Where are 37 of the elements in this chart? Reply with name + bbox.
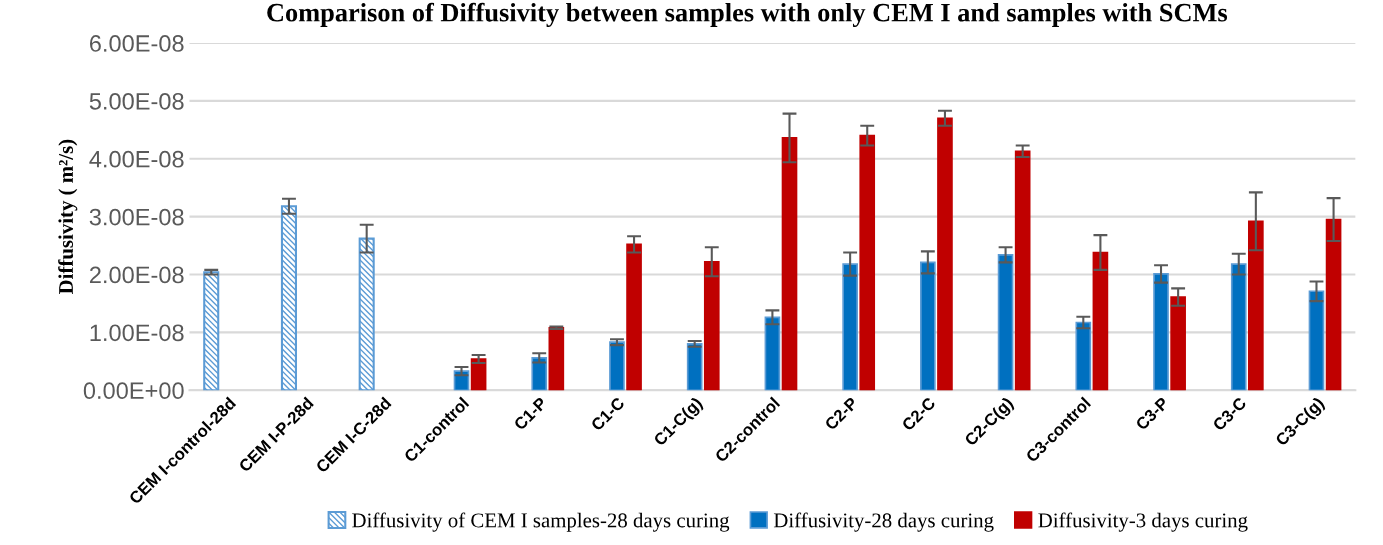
legend-label: Diffusivity-3 days curing <box>1038 512 1248 532</box>
bar <box>842 263 858 391</box>
bar <box>470 358 487 391</box>
bar <box>1092 251 1109 391</box>
bar <box>764 316 781 391</box>
y-tick-label: 6.00E-08 <box>89 35 184 52</box>
y-tick-label: 2.00E-08 <box>89 266 184 284</box>
bar <box>358 237 375 391</box>
bar <box>781 137 798 391</box>
bar <box>1230 263 1247 391</box>
bar <box>1325 218 1342 391</box>
bar <box>1014 150 1031 391</box>
bar <box>1153 273 1169 391</box>
bar <box>1248 220 1264 391</box>
bar <box>626 243 642 391</box>
y-tick-label: 4.00E-08 <box>89 150 184 168</box>
bar <box>609 341 625 391</box>
bar <box>920 261 936 391</box>
legend-label: Diffusivity-28 days curing <box>773 512 994 532</box>
bar <box>1170 296 1186 391</box>
bar <box>703 260 720 391</box>
chart-title: Comparison of Diffusivity between samples with only CEM I and samples with SCMs <box>267 2 1228 27</box>
y-tick-label: 5.00E-08 <box>89 92 184 110</box>
y-tick-label: 3.00E-08 <box>89 208 184 226</box>
bar <box>997 253 1014 391</box>
y-axis-title: Diffusivity ( m²/s) <box>58 139 78 295</box>
bar <box>548 326 565 391</box>
bar <box>937 117 953 391</box>
bar <box>531 356 548 391</box>
bar <box>203 271 220 391</box>
legend-label: Diffusivity of CEM I samples-28 days curing <box>352 512 730 532</box>
bar <box>859 134 876 391</box>
bar <box>686 343 703 391</box>
bar <box>1308 290 1325 391</box>
bar <box>1075 321 1092 391</box>
y-tick-label: 1.00E-08 <box>90 324 184 342</box>
bar <box>280 205 297 391</box>
